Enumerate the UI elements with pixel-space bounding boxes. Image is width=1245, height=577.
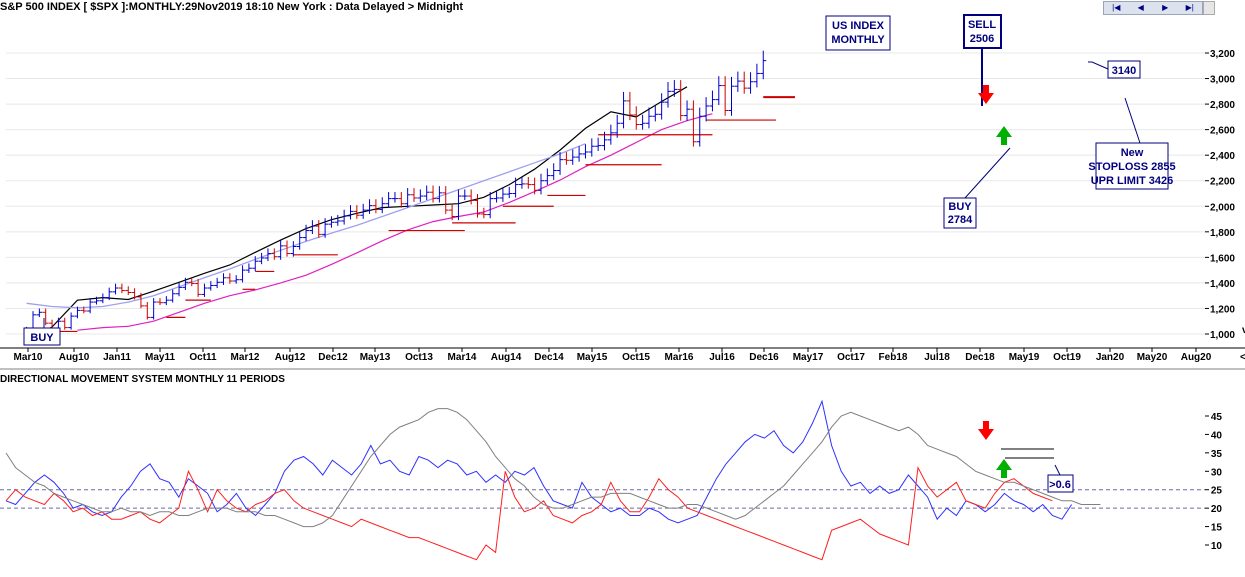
date-tick-label: Jan20: [1096, 352, 1125, 363]
date-tick-label: Mar16: [665, 352, 694, 363]
date-tick-label: Oct17: [837, 352, 865, 363]
date-tick-label: Feb18: [879, 352, 908, 363]
buy-arrow-icon: [996, 126, 1012, 145]
buy-box-line1: BUY: [948, 201, 972, 213]
date-tick-label: Mar10: [14, 352, 43, 363]
price-y-tick: 2,000: [1210, 202, 1235, 213]
price-y-tick: 2,200: [1210, 177, 1235, 188]
date-tick-label: Oct11: [189, 352, 217, 363]
stoploss-line1: New: [1121, 147, 1144, 159]
price-y-tick: 1,800: [1210, 228, 1235, 239]
nav-last-icon[interactable]: ▶|: [1185, 3, 1194, 12]
date-tick-label: Mar14: [448, 352, 477, 363]
dms-y-tick: 30: [1211, 467, 1223, 478]
dms-title: DIRECTIONAL MOVEMENT SYSTEM MONTHLY 11 P…: [0, 374, 285, 385]
sell-arrow-icon: [978, 85, 994, 104]
price-y-axis: 1,000 1,200 1,400 1,600 1,800 2,000 2,200 2,400…: [1205, 49, 1245, 341]
buy-box-line2: 2784: [948, 214, 973, 226]
price-grid: [6, 52, 1205, 335]
dms-y-tick: 40: [1211, 430, 1223, 441]
dms-sell-arrow-icon: [978, 421, 994, 440]
dms-y-tick: 45: [1211, 412, 1223, 423]
moving-average-line: [77, 113, 713, 331]
price-y-more-marker: v: [1242, 325, 1245, 336]
dms-y-tick: 10: [1211, 541, 1223, 552]
index-box-line2: MONTHLY: [831, 34, 885, 46]
price-y-tick: 2,600: [1210, 126, 1235, 137]
dms-grid: [0, 489, 1205, 509]
stoploss-callout: New STOPLOSS 2855 UPR LIMIT 3426: [1088, 97, 1176, 190]
chart-header: S&P 500 INDEX [ $SPX ]:MONTHLY:29Nov2019…: [0, 0, 1245, 16]
chart-title: S&P 500 INDEX [ $SPX ]:MONTHLY:29Nov2019…: [0, 1, 464, 13]
price-y-tick: 1,200: [1210, 304, 1235, 315]
date-tick-label: May20: [1137, 352, 1168, 363]
date-tick-label: May17: [793, 352, 824, 363]
stoploss-line3: UPR LIMIT 3426: [1091, 175, 1174, 187]
dms-series-line: [5, 408, 1101, 528]
sell-box-line1: SELL: [968, 19, 996, 31]
date-tick-label: Jul16: [709, 352, 735, 363]
date-tick-label: Dec12: [318, 352, 348, 363]
date-tick-label: Oct13: [405, 352, 433, 363]
date-axis: Mar10 Aug10 Jan11 May11 Oct11 Mar12 Aug12 Dec12…: [0, 347, 1245, 363]
scroll-handle[interactable]: [1203, 1, 1215, 15]
dms-series-line: [5, 465, 1053, 561]
date-tick-label: May19: [1009, 352, 1040, 363]
price-y-tick: 1,000: [1210, 330, 1235, 341]
date-tick-label: Oct19: [1053, 352, 1081, 363]
dms-y-tick: 35: [1211, 449, 1223, 460]
dms-lines: [5, 399, 1101, 561]
dms-buy-arrow-icon: [996, 459, 1012, 478]
date-tick-label: May13: [360, 352, 391, 363]
price-y-tick: 3,200: [1210, 49, 1235, 60]
price-y-tick: 3,000: [1210, 75, 1235, 86]
dms-y-tick: 20: [1211, 504, 1223, 515]
date-tick-label: Dec18: [965, 352, 995, 363]
dms-y-tick: 25: [1211, 486, 1223, 497]
date-tick-label: May15: [577, 352, 608, 363]
date-tick-label: Aug20: [1181, 352, 1212, 363]
dms-y-tick: 15: [1211, 523, 1223, 534]
last-price-box: 3140: [1112, 65, 1136, 77]
date-tick-label: Dec14: [534, 352, 564, 363]
date-axis-more-marker: <: [1240, 352, 1245, 363]
date-tick-label: Aug12: [275, 352, 306, 363]
dms-y-axis: 10 15 20 25 30 35 40 45: [1205, 412, 1222, 552]
sell-box-line2: 2506: [970, 33, 994, 45]
price-bars: [23, 50, 767, 333]
date-tick-label: Jul18: [924, 352, 950, 363]
price-y-tick: 2,800: [1210, 100, 1235, 111]
date-tick-label: Aug10: [59, 352, 90, 363]
price-y-tick: 1,400: [1210, 279, 1235, 290]
date-tick-label: Aug14: [491, 352, 522, 363]
date-tick-label: Jan11: [103, 352, 131, 363]
dms-ratio-label: >0.6: [1049, 479, 1071, 491]
buy-2010-box: BUY: [30, 332, 54, 344]
support-lines: [52, 96, 795, 333]
sell-signal: SELL 2506: [963, 14, 1002, 106]
moving-average-line: [26, 143, 586, 309]
buy-signal: BUY 2784: [943, 126, 1012, 229]
last-price-label: 3140: [1088, 60, 1141, 79]
chart-navigation-bar: |◀ ◀ ▶ ▶|: [1103, 1, 1203, 15]
index-box: US INDEX MONTHLY: [825, 15, 891, 51]
dms-annotations: >0.6: [978, 421, 1074, 493]
price-y-tick: 1,600: [1210, 253, 1235, 264]
stoploss-line2: STOPLOSS 2855: [1088, 161, 1175, 173]
nav-back-icon[interactable]: ◀: [1137, 3, 1144, 12]
date-tick-label: May11: [145, 352, 175, 363]
date-tick-label: Oct15: [622, 352, 650, 363]
nav-forward-icon[interactable]: ▶: [1162, 3, 1169, 12]
date-tick-label: Dec16: [749, 352, 779, 363]
buy-2010-signal: BUY: [23, 318, 61, 346]
date-tick-label: Mar12: [231, 352, 260, 363]
index-box-line1: US INDEX: [832, 20, 885, 32]
price-y-tick: 2,400: [1210, 151, 1235, 162]
nav-first-icon[interactable]: |◀: [1112, 3, 1121, 12]
